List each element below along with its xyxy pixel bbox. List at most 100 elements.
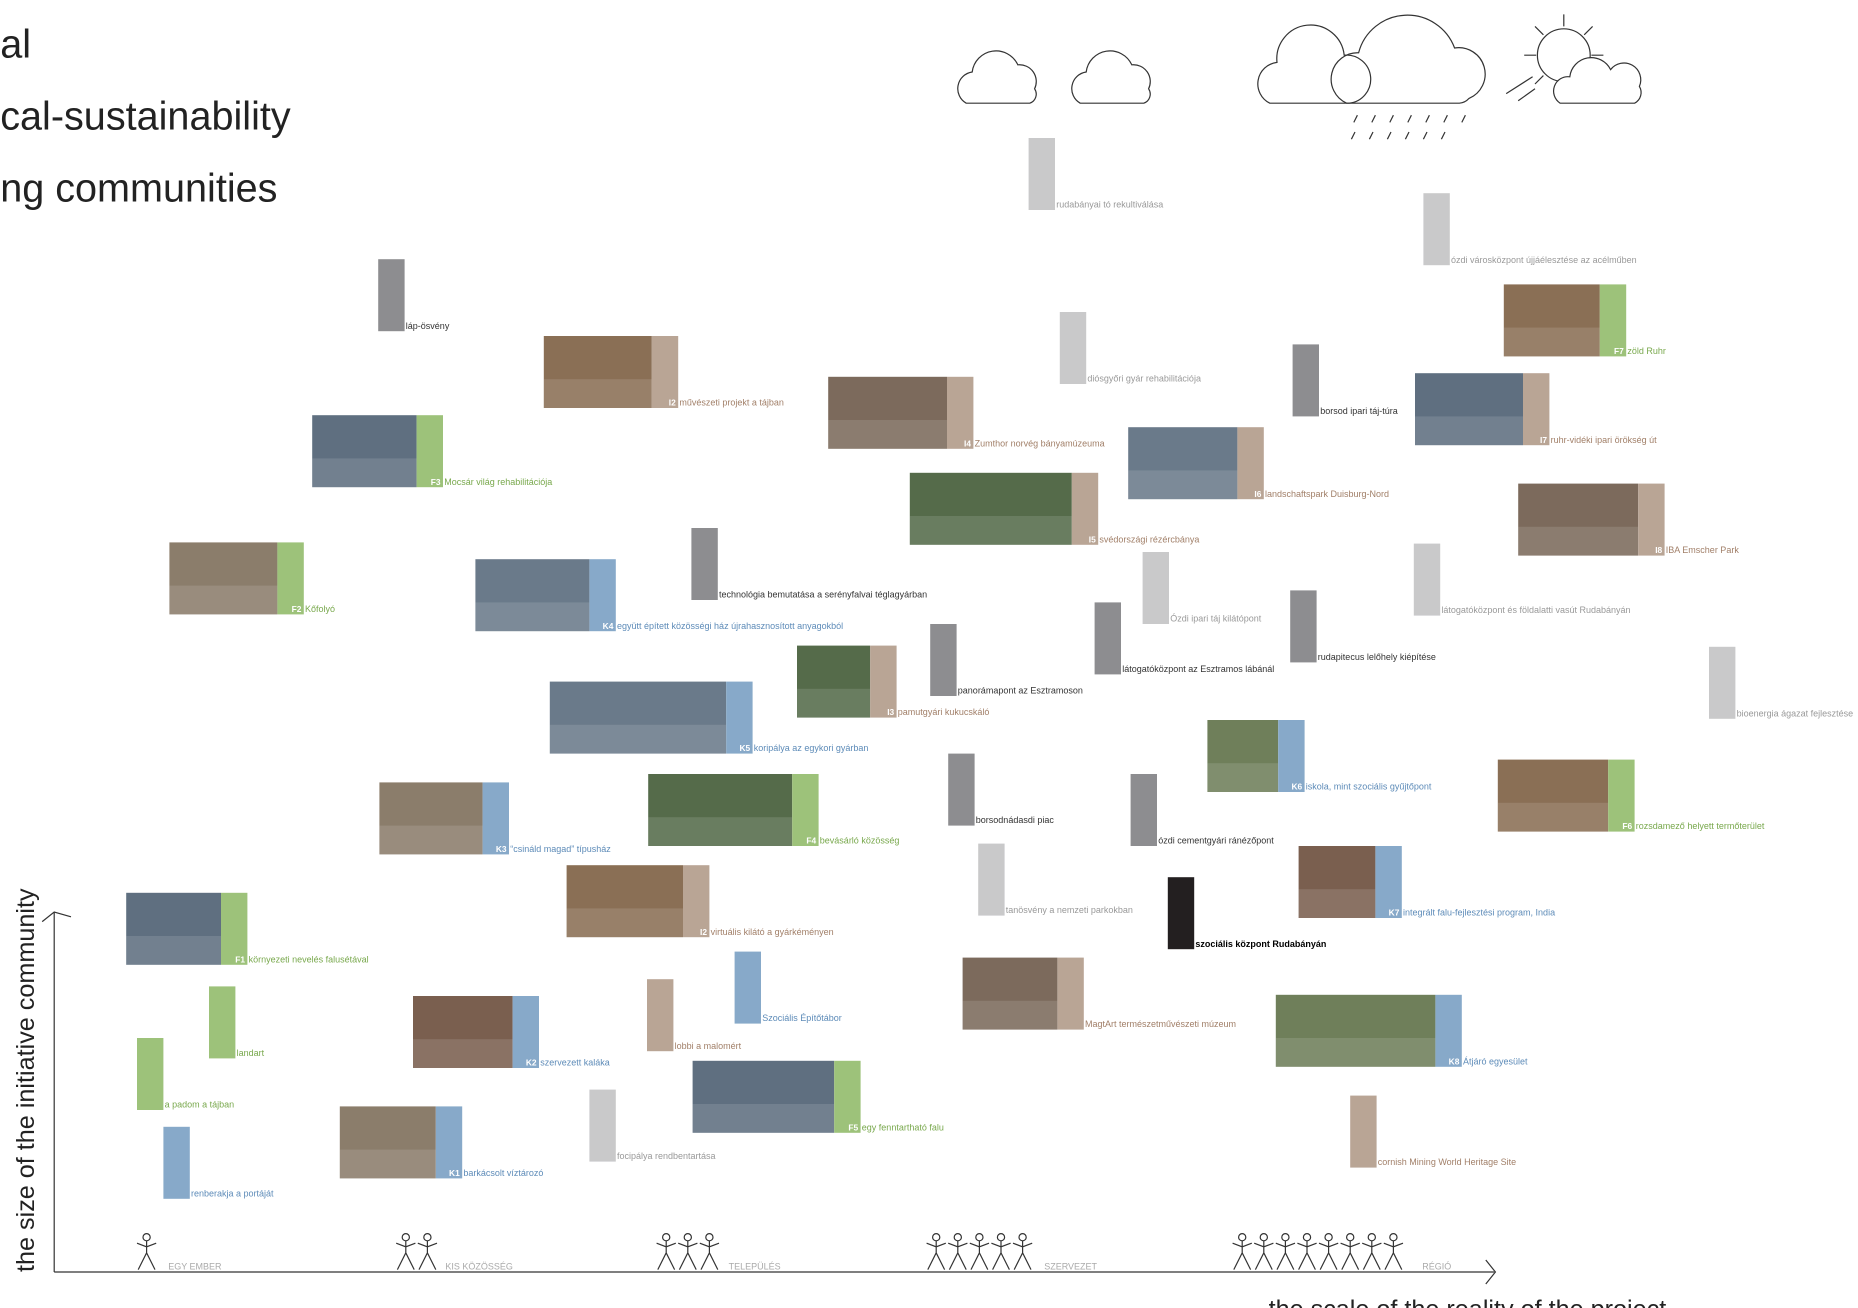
item-label: “csináld magad” típusház <box>510 844 611 854</box>
person-head <box>1390 1234 1397 1241</box>
weather-icons <box>958 14 1641 139</box>
item-label: együtt épített közösségi ház újrahasznos… <box>617 621 843 631</box>
person-body <box>1254 1241 1273 1270</box>
person-head <box>143 1234 150 1241</box>
item-label: focipálya rendbentartása <box>617 1151 716 1161</box>
item-code: I5 <box>1089 534 1096 544</box>
item-code: F6 <box>1622 821 1632 831</box>
item-label: barkácsolt víztározó <box>463 1168 543 1178</box>
person-body <box>657 1241 676 1270</box>
category-bar <box>1057 958 1083 1030</box>
item-label: virtuális kilátó a gyárkéményen <box>711 927 834 937</box>
item-label: borsodnádasdi piac <box>976 815 1055 825</box>
category-bar <box>589 1090 615 1162</box>
person-head <box>1325 1234 1332 1241</box>
item-label: cornish Mining World Heritage Site <box>1378 1157 1516 1167</box>
diagram: al cal-sustainability ng communities the… <box>0 0 1858 1308</box>
person-body <box>991 1241 1010 1270</box>
project-photo-shade <box>1128 470 1237 499</box>
person-head <box>1260 1234 1267 1241</box>
item-label: MagtArt természetművészeti múzeum <box>1085 1019 1236 1029</box>
item-code: I6 <box>1254 489 1261 499</box>
scale-label: TELEPÜLÉS <box>729 1262 781 1272</box>
person-body <box>700 1241 719 1270</box>
project-photo-shade <box>475 602 589 631</box>
person-head <box>1282 1234 1289 1241</box>
person-head <box>1239 1234 1246 1241</box>
item-label: látogatóközpont és földalatti vasút Ruda… <box>1441 605 1630 615</box>
project-photo-shade <box>1207 763 1278 792</box>
item-label: pamutgyári kukucskáló <box>898 707 990 717</box>
category-bar <box>1060 312 1086 384</box>
person-head <box>706 1234 713 1241</box>
item-label: egy fenntartható falu <box>862 1122 944 1132</box>
person-body <box>927 1241 946 1270</box>
x-axis-label: the scale of the reality of the project <box>1269 1296 1667 1308</box>
person-head <box>1303 1234 1310 1241</box>
item-label: Ózdi ipari táj kilátópont <box>1170 614 1262 624</box>
project-photo-shade <box>1518 527 1638 556</box>
project-items: láp-ösvényI2művészeti projekt a tájbanF3… <box>126 138 1853 1199</box>
item-label: integrált falu-fejlesztési program, Indi… <box>1403 908 1555 918</box>
project-photo-shade <box>1276 1038 1436 1067</box>
item-code: I2 <box>700 927 707 937</box>
item-label: bioenergia ágazat fejlesztése <box>1737 708 1854 718</box>
project-photo-shade <box>797 689 870 718</box>
person-head <box>684 1234 691 1241</box>
project-photo-shade <box>693 1104 835 1133</box>
project-photo-shade <box>1498 803 1608 832</box>
person-body <box>1319 1241 1338 1270</box>
item-label: a padom a tájban <box>165 1100 235 1110</box>
person-head <box>1368 1234 1375 1241</box>
item-label: landart <box>237 1048 265 1058</box>
project-photo-shade <box>126 936 221 965</box>
item-code: I4 <box>964 438 971 448</box>
item-label: koripálya az egykori gyárban <box>754 743 869 753</box>
item-code: F2 <box>292 604 302 614</box>
project-photo-shade <box>544 379 652 408</box>
scale-label: RÉGIÓ <box>1422 1262 1451 1272</box>
category-bar <box>378 259 404 331</box>
person-head <box>402 1234 409 1241</box>
person-body <box>418 1241 437 1270</box>
item-label: művészeti projekt a tájban <box>679 398 784 408</box>
person-head <box>976 1234 983 1241</box>
item-code: K7 <box>1389 908 1400 918</box>
category-bar <box>1095 602 1121 674</box>
item-label: környezeti nevelés falusétával <box>249 954 369 964</box>
item-code: F5 <box>848 1122 858 1132</box>
category-bar <box>163 1127 189 1199</box>
item-label: iskola, mint szociális gyűjtőpont <box>1306 782 1432 792</box>
person-body <box>396 1241 415 1270</box>
person-head <box>954 1234 961 1241</box>
item-label: rudabányai tó rekultiválása <box>1056 200 1163 210</box>
item-label: szociális központ Rudabányán <box>1195 939 1326 949</box>
person-body <box>948 1241 967 1270</box>
project-photo-shade <box>1504 328 1600 357</box>
item-label: ózdi városközpont újjáélesztése az acélm… <box>1451 255 1637 265</box>
item-label: zöld Ruhr <box>1627 346 1666 356</box>
item-label: renberakja a portáját <box>191 1188 274 1198</box>
item-code: K6 <box>1291 782 1302 792</box>
item-label: bevásárló közösség <box>820 836 900 846</box>
item-label: diósgyőri gyár rehabilitációja <box>1087 374 1201 384</box>
project-photo-shade <box>648 817 792 846</box>
item-code: F7 <box>1614 346 1624 356</box>
person-body <box>1013 1241 1032 1270</box>
category-bar <box>1131 774 1157 846</box>
item-label: lobbi a malomért <box>675 1041 742 1051</box>
person-head <box>1347 1234 1354 1241</box>
category-bar <box>1350 1096 1376 1168</box>
item-code: I3 <box>887 707 894 717</box>
item-label: technológia bemutatása a serényfalvai té… <box>719 590 927 600</box>
person-body <box>678 1241 697 1270</box>
project-photo-shade <box>567 908 683 937</box>
item-code: K1 <box>449 1168 460 1178</box>
category-bar <box>1709 647 1735 719</box>
project-photo-shade <box>963 1001 1058 1030</box>
page: { "title_lines": ["al", "cal-sustainabil… <box>0 0 1858 1308</box>
y-axis-label: the size of the initiative community <box>12 888 40 1272</box>
title-line: al <box>0 23 31 67</box>
project-photo-shade <box>379 826 482 855</box>
item-code: I2 <box>669 398 676 408</box>
